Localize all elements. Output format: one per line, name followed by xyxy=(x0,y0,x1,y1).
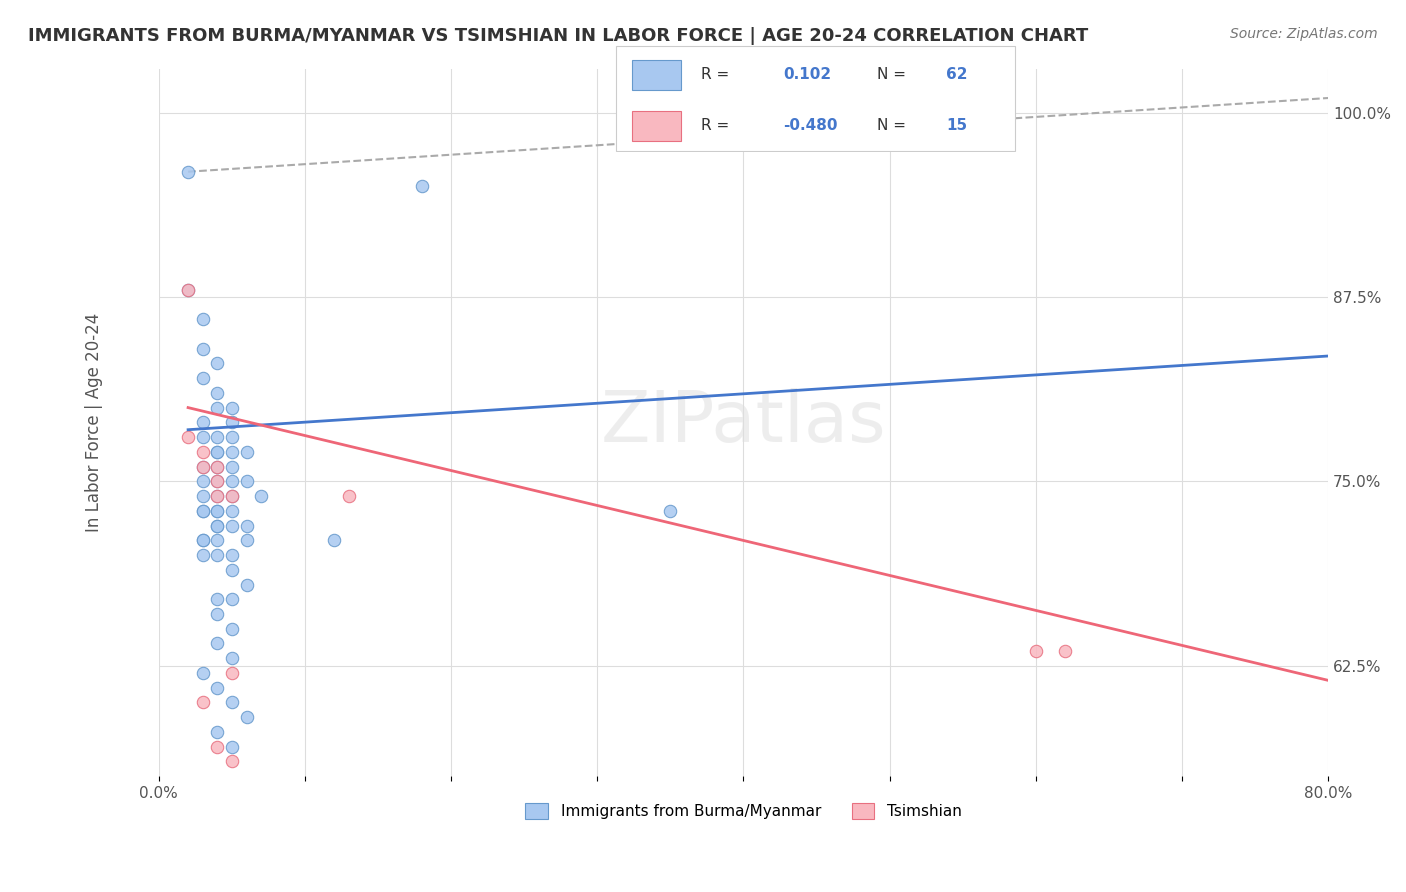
Point xyxy=(221,696,243,710)
Text: ZIPatlas: ZIPatlas xyxy=(600,388,886,457)
Point xyxy=(177,430,200,444)
Point xyxy=(323,533,346,548)
Text: 15: 15 xyxy=(946,119,967,134)
Point xyxy=(207,489,229,503)
Point xyxy=(191,459,214,474)
Point xyxy=(235,518,257,533)
Text: -0.480: -0.480 xyxy=(783,119,838,134)
Point xyxy=(191,371,214,385)
Point xyxy=(235,533,257,548)
Point xyxy=(207,475,229,489)
Point xyxy=(191,533,214,548)
Point xyxy=(221,504,243,518)
Point xyxy=(207,489,229,503)
Point xyxy=(191,445,214,459)
Point xyxy=(191,533,214,548)
Point xyxy=(207,356,229,370)
FancyBboxPatch shape xyxy=(633,111,681,141)
Point xyxy=(207,459,229,474)
Legend: Immigrants from Burma/Myanmar, Tsimshian: Immigrants from Burma/Myanmar, Tsimshian xyxy=(519,797,967,825)
Point xyxy=(411,179,433,194)
Text: IMMIGRANTS FROM BURMA/MYANMAR VS TSIMSHIAN IN LABOR FORCE | AGE 20-24 CORRELATIO: IMMIGRANTS FROM BURMA/MYANMAR VS TSIMSHI… xyxy=(28,27,1088,45)
Point xyxy=(221,563,243,577)
Point xyxy=(1025,644,1047,658)
Point xyxy=(1054,644,1077,658)
Text: R =: R = xyxy=(702,67,730,82)
Point xyxy=(191,475,214,489)
Point xyxy=(221,622,243,636)
Point xyxy=(191,504,214,518)
Point xyxy=(221,415,243,429)
Point xyxy=(207,459,229,474)
Point xyxy=(337,489,360,503)
Point xyxy=(207,739,229,754)
Point xyxy=(221,665,243,680)
FancyBboxPatch shape xyxy=(633,60,681,89)
Point xyxy=(207,504,229,518)
Point xyxy=(207,445,229,459)
Point xyxy=(191,489,214,503)
Point xyxy=(235,577,257,591)
Point xyxy=(207,385,229,400)
Point xyxy=(207,725,229,739)
Point xyxy=(207,401,229,415)
Point xyxy=(191,342,214,356)
Point xyxy=(207,548,229,562)
Point xyxy=(221,739,243,754)
Text: N =: N = xyxy=(877,67,905,82)
Point xyxy=(221,430,243,444)
Point xyxy=(191,696,214,710)
Point xyxy=(207,518,229,533)
Point xyxy=(221,592,243,607)
Point xyxy=(191,430,214,444)
Point xyxy=(191,459,214,474)
Point xyxy=(177,283,200,297)
Text: 0.102: 0.102 xyxy=(783,67,831,82)
Point xyxy=(207,636,229,650)
Point xyxy=(207,504,229,518)
Text: 62: 62 xyxy=(946,67,967,82)
Text: R =: R = xyxy=(702,119,730,134)
Point xyxy=(191,548,214,562)
Text: Source: ZipAtlas.com: Source: ZipAtlas.com xyxy=(1230,27,1378,41)
Point xyxy=(207,681,229,695)
Point xyxy=(191,504,214,518)
Point xyxy=(177,165,200,179)
Point xyxy=(235,445,257,459)
Point xyxy=(250,489,273,503)
Point xyxy=(221,459,243,474)
Point xyxy=(221,401,243,415)
Point xyxy=(207,607,229,621)
Point xyxy=(221,475,243,489)
Point xyxy=(235,710,257,724)
Point xyxy=(659,504,682,518)
Point xyxy=(207,533,229,548)
Point xyxy=(221,518,243,533)
Point xyxy=(221,445,243,459)
Point xyxy=(191,312,214,326)
Point xyxy=(207,430,229,444)
Text: N =: N = xyxy=(877,119,905,134)
Point xyxy=(207,518,229,533)
Point xyxy=(207,592,229,607)
Point xyxy=(191,665,214,680)
Point xyxy=(207,475,229,489)
Y-axis label: In Labor Force | Age 20-24: In Labor Force | Age 20-24 xyxy=(86,313,103,532)
Point xyxy=(221,755,243,769)
Point xyxy=(191,415,214,429)
Point xyxy=(177,283,200,297)
FancyBboxPatch shape xyxy=(616,45,1015,151)
Point xyxy=(221,489,243,503)
Point xyxy=(221,651,243,665)
Point xyxy=(221,489,243,503)
Point xyxy=(235,475,257,489)
Point xyxy=(221,548,243,562)
Point xyxy=(207,445,229,459)
